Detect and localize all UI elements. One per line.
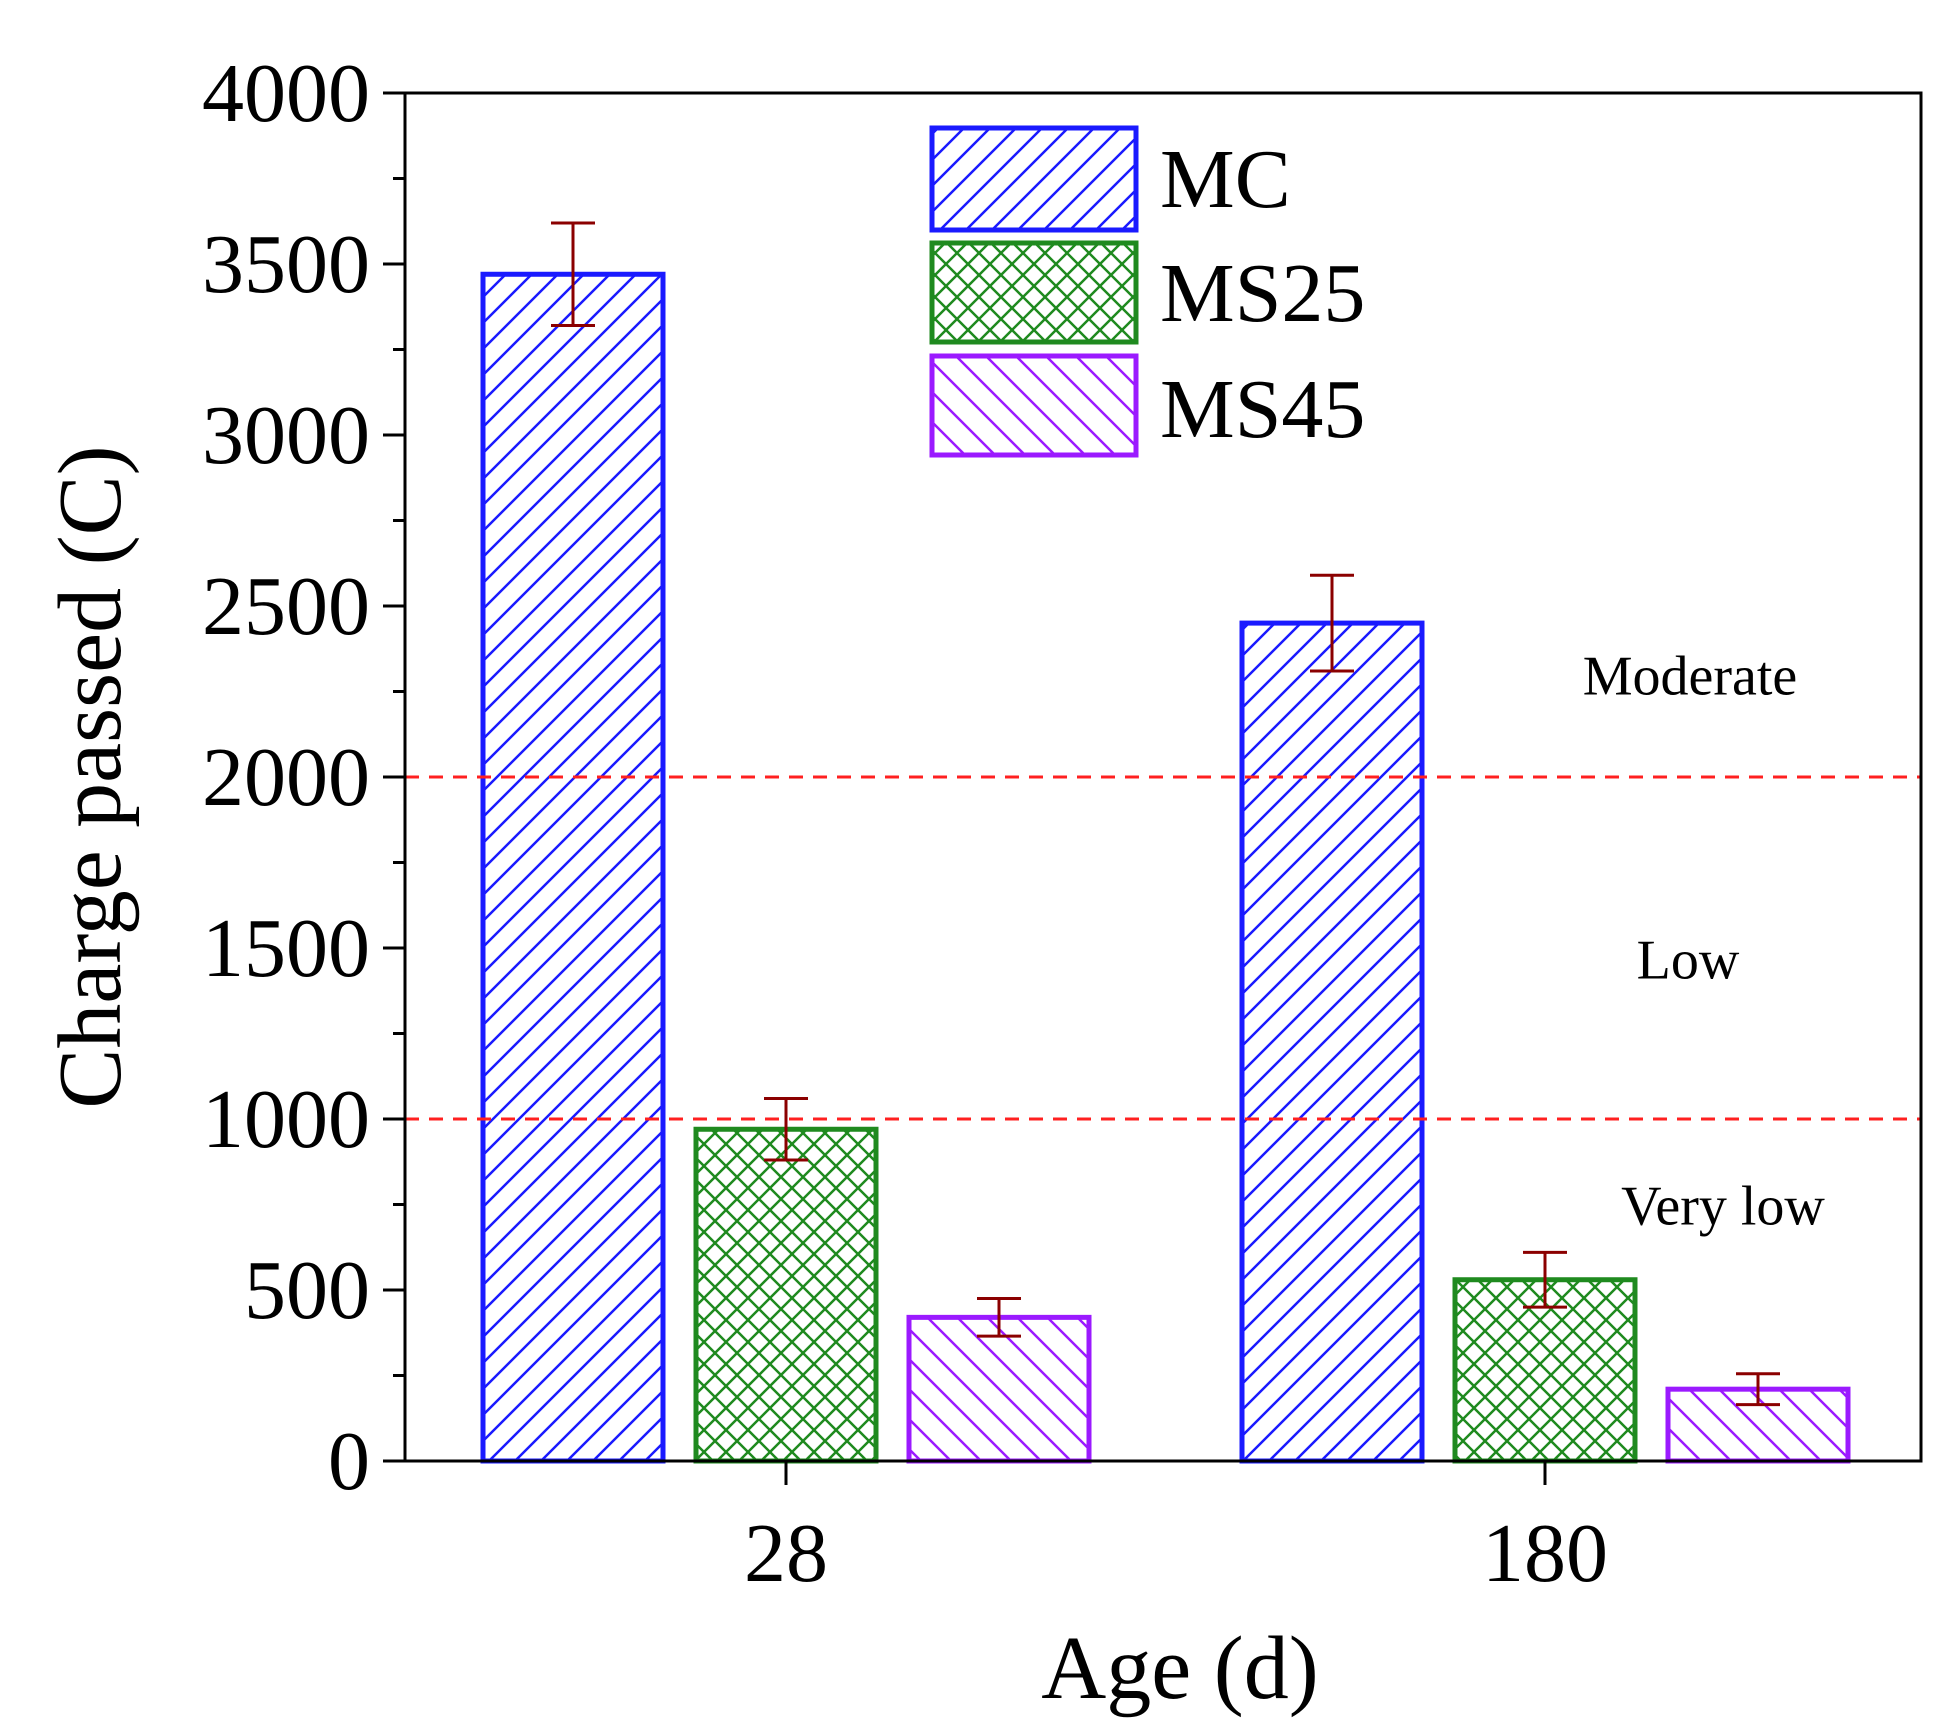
x-tick-label-28: 28 bbox=[744, 1507, 828, 1600]
legend: MC MS25 MS45 bbox=[929, 125, 1365, 458]
zone-label-moderate: Moderate bbox=[1583, 645, 1798, 707]
x-tick-label-180: 180 bbox=[1482, 1507, 1608, 1600]
y-tick-label-2500: 2500 bbox=[202, 560, 370, 653]
legend-label-ms45: MS45 bbox=[1160, 363, 1365, 456]
legend-swatch-ms25 bbox=[929, 240, 1139, 345]
y-tick-label-0: 0 bbox=[328, 1415, 370, 1508]
zone-annotations: Moderate Low Very low bbox=[1583, 645, 1826, 1237]
legend-swatch-ms45 bbox=[929, 353, 1139, 458]
error-bar-mc-28 bbox=[551, 221, 595, 328]
y-tick-label-3000: 3000 bbox=[202, 389, 370, 482]
y-tick-label-500: 500 bbox=[244, 1244, 370, 1337]
zone-label-very-low: Very low bbox=[1621, 1176, 1825, 1238]
y-tick-label-3500: 3500 bbox=[202, 218, 370, 311]
bar-mc-180 bbox=[1239, 620, 1425, 1464]
reference-lines-layer bbox=[405, 775, 1921, 1121]
error-bar-ms45-180 bbox=[1736, 1372, 1780, 1407]
y-axis: 0 500 1000 1500 2000 2500 3000 3500 4000 bbox=[202, 47, 405, 1508]
y-tick-label-1000: 1000 bbox=[202, 1073, 370, 1166]
x-axis: 28 180 bbox=[744, 1461, 1608, 1600]
zone-label-low: Low bbox=[1637, 929, 1740, 991]
error-bar-mc-180 bbox=[1310, 573, 1354, 673]
error-bar-ms45-28 bbox=[977, 1297, 1021, 1338]
legend-label-ms25: MS25 bbox=[1160, 247, 1365, 340]
legend-swatch-mc bbox=[929, 125, 1139, 233]
legend-label-mc: MC bbox=[1160, 133, 1291, 226]
bar-ms25-180 bbox=[1452, 1277, 1638, 1464]
bar-ms45-28 bbox=[906, 1314, 1092, 1464]
bar-mc-28 bbox=[480, 271, 666, 1464]
x-axis-title: Age (d) bbox=[1041, 1619, 1318, 1718]
y-tick-label-2000: 2000 bbox=[202, 731, 370, 824]
y-axis-title: Charge passed (C) bbox=[41, 445, 140, 1108]
error-bar-ms25-28 bbox=[764, 1096, 808, 1162]
y-tick-label-1500: 1500 bbox=[202, 902, 370, 995]
error-bar-ms25-180 bbox=[1523, 1250, 1567, 1309]
y-tick-label-4000: 4000 bbox=[202, 47, 370, 140]
error-bars-layer bbox=[551, 221, 1780, 1407]
bar-ms25-28 bbox=[693, 1126, 879, 1464]
